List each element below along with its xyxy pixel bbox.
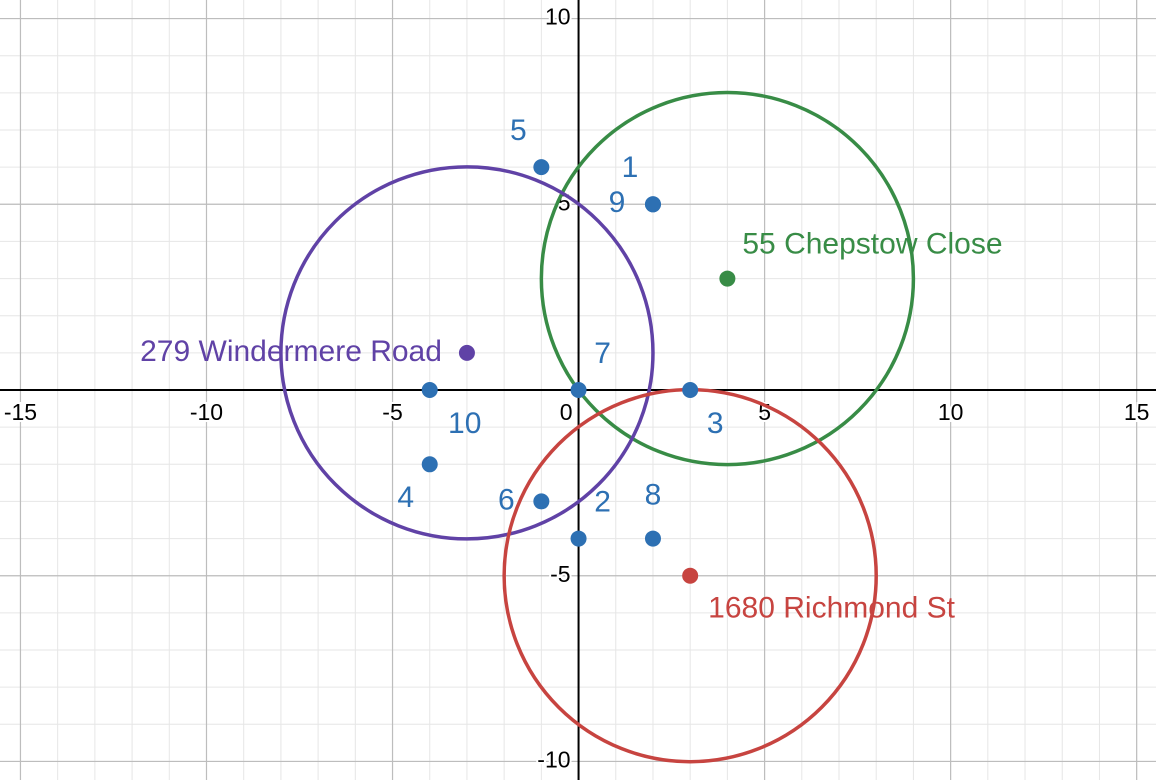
point-label: 9 bbox=[609, 186, 626, 219]
center-point bbox=[719, 270, 736, 287]
point bbox=[533, 493, 550, 510]
center-point bbox=[458, 344, 475, 361]
x-tick-label: 10 bbox=[938, 399, 964, 425]
point-label: 7 bbox=[594, 337, 611, 370]
circle bbox=[539, 90, 916, 467]
point-label: 8 bbox=[645, 478, 662, 511]
point bbox=[421, 456, 438, 473]
y-tick-label: -5 bbox=[550, 561, 570, 587]
circle-label: 55 Chepstow Close bbox=[742, 227, 1002, 260]
point-label: 6 bbox=[498, 483, 515, 516]
x-tick-label: -10 bbox=[190, 399, 223, 425]
y-tick-label: 10 bbox=[545, 4, 571, 30]
circle bbox=[279, 165, 655, 541]
point-label: 4 bbox=[397, 481, 414, 514]
point bbox=[644, 196, 661, 213]
circle-label: 1680 Richmond St bbox=[708, 592, 955, 625]
point bbox=[644, 530, 661, 547]
point-label: 1 bbox=[622, 151, 639, 184]
point bbox=[682, 382, 699, 398]
circle-label: 279 Windermere Road bbox=[140, 335, 442, 368]
point bbox=[533, 159, 550, 176]
point-label: 2 bbox=[594, 485, 611, 518]
point bbox=[421, 382, 438, 398]
x-tick-label: -5 bbox=[382, 399, 402, 425]
point bbox=[570, 382, 587, 398]
point-label: 5 bbox=[510, 114, 527, 147]
point bbox=[570, 530, 587, 547]
x-tick-label: 0 bbox=[560, 399, 573, 425]
y-tick-label: -10 bbox=[537, 747, 570, 773]
x-tick-label: 15 bbox=[1124, 399, 1150, 425]
center-point bbox=[682, 567, 699, 584]
point-label: 10 bbox=[448, 407, 481, 440]
point-label: 3 bbox=[707, 407, 724, 440]
x-tick-label: -15 bbox=[4, 399, 37, 425]
